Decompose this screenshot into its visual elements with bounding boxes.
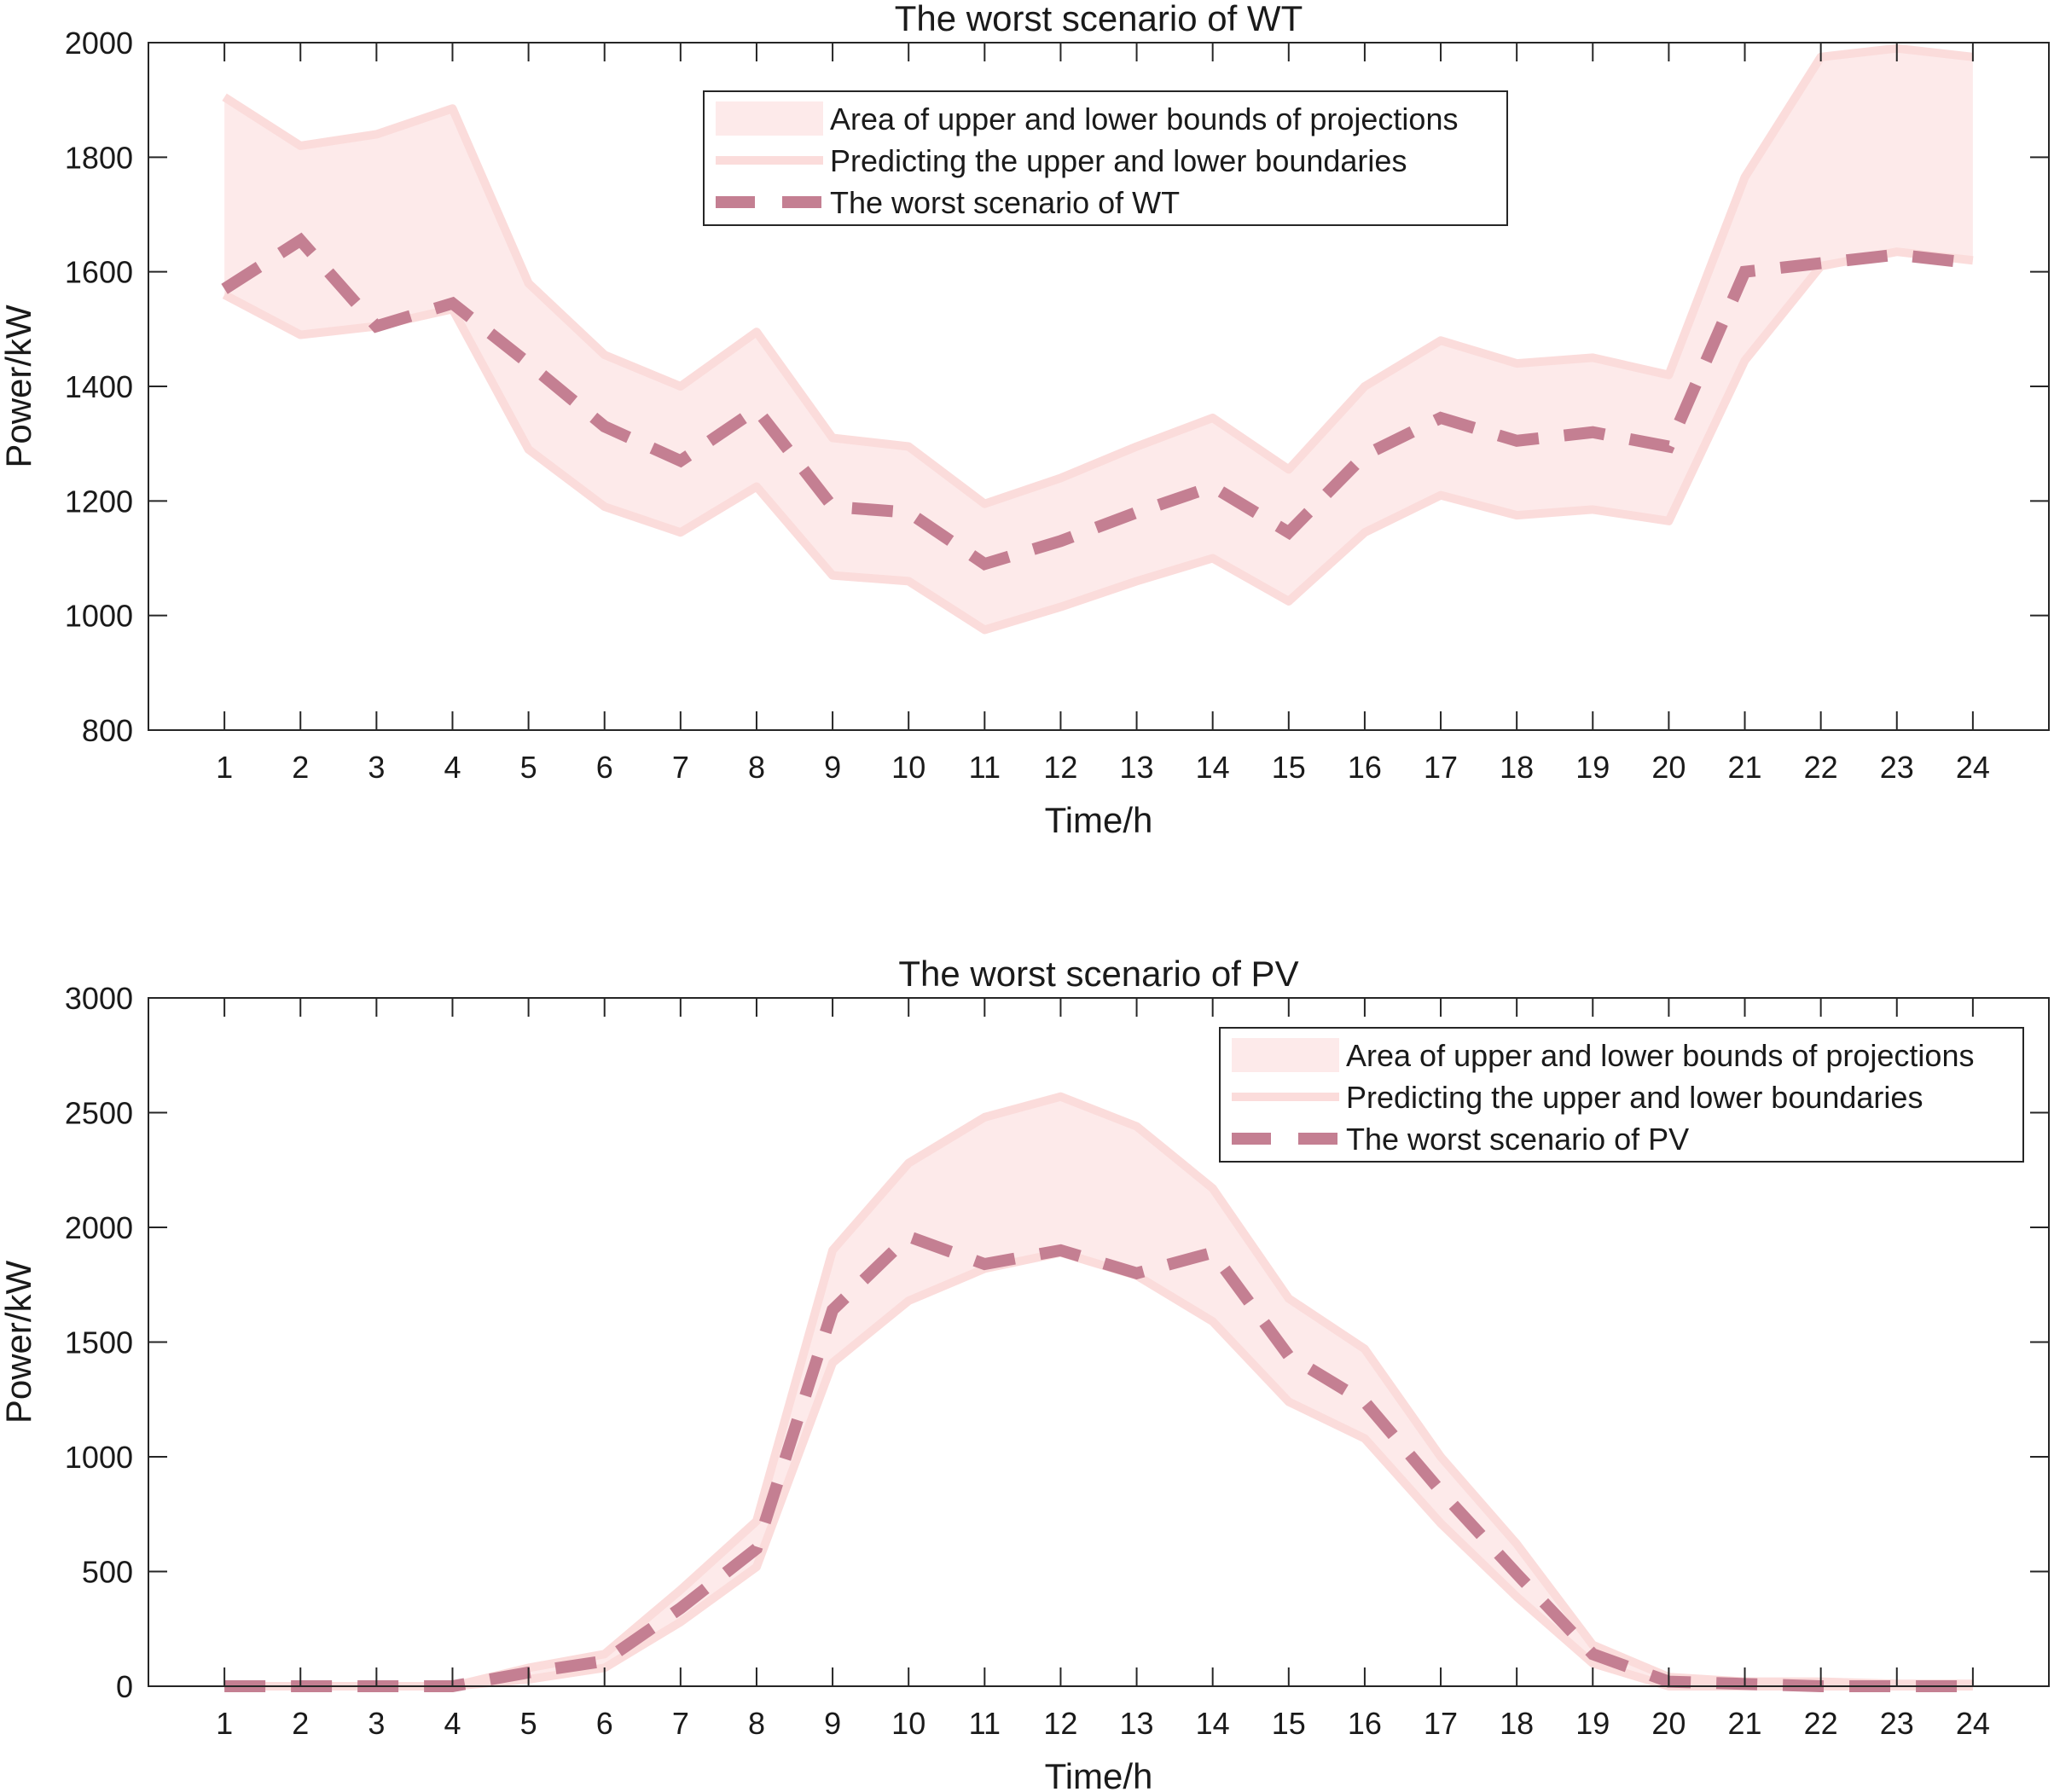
x-tick-label: 9 (824, 750, 841, 785)
x-axis-label: Time/h (1045, 800, 1153, 840)
lower-bound-line (222, 247, 1974, 635)
x-tick-label: 7 (672, 750, 689, 785)
y-tick-label: 2500 (65, 1096, 133, 1131)
worst-scenario-line (224, 1229, 1973, 1692)
x-tick-label: 23 (1880, 750, 1914, 785)
x-tick-label: 22 (1804, 750, 1838, 785)
x-tick-label: 23 (1880, 1706, 1914, 1741)
band-area (224, 1096, 1973, 1686)
lower-bound-line (224, 1248, 1973, 1691)
x-tick-label: 19 (1575, 750, 1610, 785)
x-tick-label: 3 (368, 1706, 385, 1741)
x-tick-label: 13 (1120, 1706, 1154, 1741)
legend-label-bounds: Predicting the upper and lower boundarie… (1346, 1080, 1923, 1115)
y-tick-label: 1400 (65, 369, 133, 404)
x-tick-label: 2 (292, 1706, 309, 1741)
x-tick-label: 24 (1956, 750, 1990, 785)
x-tick-label: 16 (1348, 1706, 1382, 1741)
x-tick-label: 5 (520, 1706, 537, 1741)
y-tick-label: 2000 (65, 26, 133, 61)
x-tick-label: 16 (1348, 750, 1382, 785)
legend-box (1219, 1027, 2024, 1163)
legend-label-worst: The worst scenario of PV (1346, 1122, 1689, 1157)
y-tick-label: 0 (116, 1669, 133, 1704)
x-tick-label: 4 (444, 750, 461, 785)
y-tick-label: 1200 (65, 484, 133, 519)
x-tick-label: 10 (891, 750, 925, 785)
x-tick-label: 19 (1575, 1706, 1610, 1741)
x-tick-label: 14 (1196, 750, 1230, 785)
legend-label-bounds: Predicting the upper and lower boundarie… (830, 143, 1407, 178)
y-axis-label: Power/kW (0, 304, 38, 468)
x-tick-label: 1 (216, 750, 233, 785)
x-tick-label: 9 (824, 1706, 841, 1741)
x-tick-label: 18 (1500, 1706, 1534, 1741)
y-axis-label: Power/kW (0, 1260, 38, 1424)
upper-bound-line (222, 43, 1974, 508)
x-tick-label: 15 (1272, 1706, 1306, 1741)
x-tick-label: 2 (292, 750, 309, 785)
y-tick-label: 1800 (65, 140, 133, 175)
x-tick-label: 4 (444, 1706, 461, 1741)
legend-label-band: Area of upper and lower bounds of projec… (830, 101, 1458, 136)
x-tick-label: 6 (596, 1706, 613, 1741)
x-tick-label: 13 (1120, 750, 1154, 785)
band-area (224, 48, 1973, 630)
legend-label-band: Area of upper and lower bounds of projec… (1346, 1038, 1974, 1073)
x-tick-label: 11 (969, 1706, 1001, 1741)
x-tick-label: 17 (1424, 750, 1458, 785)
x-tick-label: 5 (520, 750, 537, 785)
x-tick-label: 21 (1727, 1706, 1761, 1741)
x-tick-label: 8 (748, 750, 765, 785)
x-axis-label: Time/h (1045, 1756, 1153, 1792)
y-tick-label: 1000 (65, 1440, 133, 1475)
legend-band-swatch (1232, 1038, 1339, 1072)
x-tick-label: 20 (1651, 1706, 1686, 1741)
y-tick-label: 1000 (65, 599, 133, 634)
x-tick-label: 12 (1043, 750, 1077, 785)
y-tick-label: 1500 (65, 1325, 133, 1360)
x-tick-label: 17 (1424, 1706, 1458, 1741)
legend: Area of upper and lower bounds of projec… (703, 90, 1508, 226)
x-tick-label: 24 (1956, 1706, 1990, 1741)
x-tick-label: 1 (216, 1706, 233, 1741)
x-tick-label: 21 (1727, 750, 1761, 785)
x-tick-label: 8 (748, 1706, 765, 1741)
y-tick-label: 2000 (65, 1210, 133, 1245)
x-tick-label: 7 (672, 1706, 689, 1741)
chart-title: The worst scenario of PV (898, 954, 1298, 994)
x-tick-label: 10 (891, 1706, 925, 1741)
x-tick-label: 22 (1804, 1706, 1838, 1741)
chart-1: 1 2 3 4 5 6 7 8 9 10 11 12 13 14 15 16 17 18 19 20 21 22 23 248… (0, 0, 2050, 840)
worst-scenario-line (221, 232, 1974, 571)
y-tick-label: 500 (82, 1555, 133, 1590)
legend-band-swatch (716, 101, 823, 136)
x-tick-label: 18 (1500, 750, 1534, 785)
y-tick-label: 800 (82, 713, 133, 748)
y-tick-label: 1600 (65, 255, 133, 290)
x-tick-label: 6 (596, 750, 613, 785)
x-tick-label: 15 (1272, 750, 1306, 785)
legend: Area of upper and lower bounds of projec… (1219, 1027, 2024, 1163)
chart-title: The worst scenario of WT (895, 0, 1303, 38)
legend-box (703, 90, 1508, 226)
y-tick-label: 3000 (65, 981, 133, 1016)
x-tick-label: 12 (1043, 1706, 1077, 1741)
x-tick-label: 3 (368, 750, 385, 785)
x-tick-label: 11 (969, 750, 1001, 785)
x-tick-label: 14 (1196, 1706, 1230, 1741)
legend-label-worst: The worst scenario of WT (830, 185, 1180, 220)
chart-2: 1 2 3 4 5 6 7 8 9 10 11 12 13 14 15 16 17 18 19 20 21 22 23 240… (0, 954, 2050, 1792)
x-tick-label: 20 (1651, 750, 1686, 785)
